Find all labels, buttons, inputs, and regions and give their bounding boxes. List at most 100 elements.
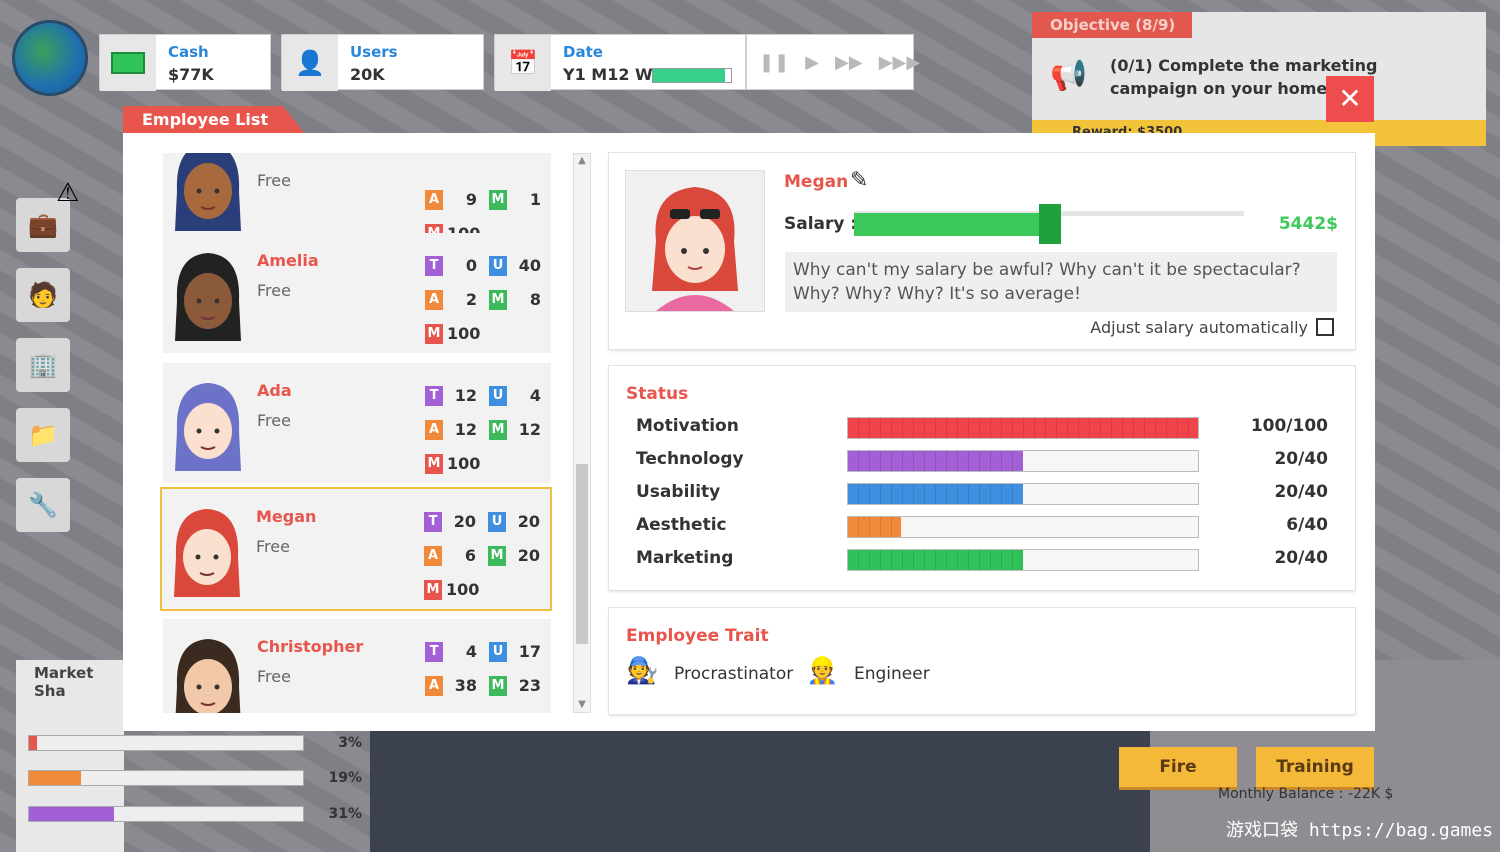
users-panel: 👤 Users 20K <box>281 34 484 91</box>
market-share-percent: 3% <box>338 735 362 751</box>
stat-value: 20 <box>453 512 476 531</box>
salary-value: 5442$ <box>1278 214 1338 234</box>
employee-list-item[interactable]: Amelia Free T 0 U 40 A 2 M 8 M 100 <box>163 233 551 353</box>
cash-value: $77K <box>168 65 214 84</box>
stat-value: 23 <box>518 676 541 695</box>
cash-label: Cash <box>168 43 209 61</box>
employee-quote: Why can't my salary be awful? Why can't … <box>785 252 1337 312</box>
objective-tab: Objective (8/9) <box>1032 12 1192 38</box>
date-value: Y1 M12 W <box>563 65 653 84</box>
stat-value: 12 <box>454 386 477 405</box>
calendar-icon: 📅 <box>495 35 551 91</box>
pause-icon[interactable]: ❚❚ <box>759 51 790 73</box>
stat-u: U 17 <box>489 641 570 662</box>
speed-controls: ❚❚ ▶ ▶▶ ▶▶▶ <box>746 34 920 90</box>
briefcase-icon[interactable]: 💼 <box>16 198 70 252</box>
status-bar-fill <box>848 517 901 537</box>
employee-list-item[interactable]: Ada Free T 12 U 4 A 12 M 12 M 100 <box>163 363 551 483</box>
status-title: Status <box>626 384 689 404</box>
salary-slider-handle[interactable] <box>1039 204 1061 244</box>
employee-status: Free <box>257 281 291 300</box>
status-value: 20/40 <box>1274 449 1328 469</box>
status-bar-fill <box>848 484 1023 504</box>
employee-list[interactable]: FreeA9M1M100AmeliaFreeT0U40A2M8M100AdaFr… <box>145 153 570 713</box>
fastest-forward-icon[interactable]: ▶▶▶ <box>878 51 921 73</box>
stat-value: 4 <box>529 386 541 405</box>
users-value: 20K <box>350 65 385 84</box>
employee-portrait <box>625 170 765 312</box>
stat-badge: M <box>489 189 507 210</box>
stat-badge: U <box>488 511 506 532</box>
scroll-down-icon[interactable]: ▼ <box>578 699 586 710</box>
employee-list-item[interactable]: FreeA9M1M100 <box>163 153 551 244</box>
auto-salary-checkbox[interactable] <box>1316 318 1334 336</box>
trait-engineer: Engineer <box>854 664 930 684</box>
market-share-bar <box>28 770 304 786</box>
stat-badge: M <box>425 453 443 474</box>
tools-icon[interactable]: 🔧 <box>16 478 70 532</box>
employee-list-item[interactable]: Christopher Free T 4 U 17 A 38 M 23 <box>163 619 551 713</box>
stat-value: 1 <box>529 190 541 209</box>
employee-list-tab[interactable]: Employee List <box>123 106 305 134</box>
fire-button[interactable]: Fire <box>1119 747 1237 787</box>
user-icon: 👤 <box>282 35 338 91</box>
stat-badge: T <box>425 255 443 276</box>
trait-procrastinator: Procrastinator <box>674 664 794 684</box>
trait-card <box>609 608 1355 714</box>
employee-status: Free <box>257 411 291 430</box>
scroll-up-icon[interactable]: ▲ <box>578 155 586 166</box>
employee-list-scrollbar[interactable]: ▲ ▼ <box>573 153 591 713</box>
trait-title: Employee Trait <box>626 626 769 646</box>
status-value: 20/40 <box>1274 482 1328 502</box>
stat-badge: U <box>489 641 507 662</box>
close-icon[interactable]: ✕ <box>1326 76 1374 122</box>
stat-value: 12 <box>454 420 477 439</box>
stat-value: 20 <box>517 546 540 565</box>
status-label: Aesthetic <box>636 515 727 535</box>
play-icon[interactable]: ▶ <box>805 51 820 73</box>
scroll-thumb[interactable] <box>576 464 588 644</box>
stat-badge: M <box>488 545 506 566</box>
stat-u: U 20 <box>488 511 570 532</box>
training-button[interactable]: Training <box>1256 747 1374 787</box>
status-bar <box>847 516 1199 538</box>
employee-name: Megan <box>256 507 317 526</box>
fast-forward-icon[interactable]: ▶▶ <box>835 51 863 73</box>
employee-icon[interactable]: 🧑 <box>16 268 70 322</box>
stat-badge: M <box>489 675 507 696</box>
engineer-icon: 👷 <box>806 656 839 686</box>
folder-icon[interactable]: 📁 <box>16 408 70 462</box>
market-share-bar <box>28 735 304 751</box>
stat-value: 8 <box>529 290 541 309</box>
monthly-balance: Monthly Balance : -22K $ <box>1218 786 1394 802</box>
stat-badge: T <box>425 385 443 406</box>
cash-icon <box>100 35 156 91</box>
status-bar <box>847 483 1199 505</box>
date-label: Date <box>563 43 603 61</box>
globe-icon[interactable] <box>12 20 88 96</box>
stat-badge: U <box>489 255 507 276</box>
employee-name: Christopher <box>257 637 364 656</box>
employee-name: Amelia <box>257 251 319 270</box>
market-share-bar <box>28 806 304 822</box>
stat-m: M 20 <box>488 545 570 566</box>
stat-badge: T <box>424 511 442 532</box>
employee-list-item[interactable]: Megan Free T 20 U 20 A 6 M 20 M 100 <box>160 487 552 611</box>
cash-panel: Cash $77K <box>99 34 271 91</box>
stat-badge: M <box>425 323 443 344</box>
stat-m: M 12 <box>489 419 570 440</box>
employee-name: Ada <box>257 381 292 400</box>
building-icon[interactable]: 🏢 <box>16 338 70 392</box>
stat-value: 9 <box>465 190 477 209</box>
stat-value: 6 <box>464 546 476 565</box>
objective-text: (0/1) Complete the marketing campaign on… <box>1110 56 1378 98</box>
stat-badge: A <box>424 545 442 566</box>
status-label: Marketing <box>636 548 734 568</box>
salary-slider-fill <box>854 213 1049 236</box>
stat-value: 20 <box>517 512 540 531</box>
pencil-icon[interactable]: ✎ <box>850 168 869 193</box>
